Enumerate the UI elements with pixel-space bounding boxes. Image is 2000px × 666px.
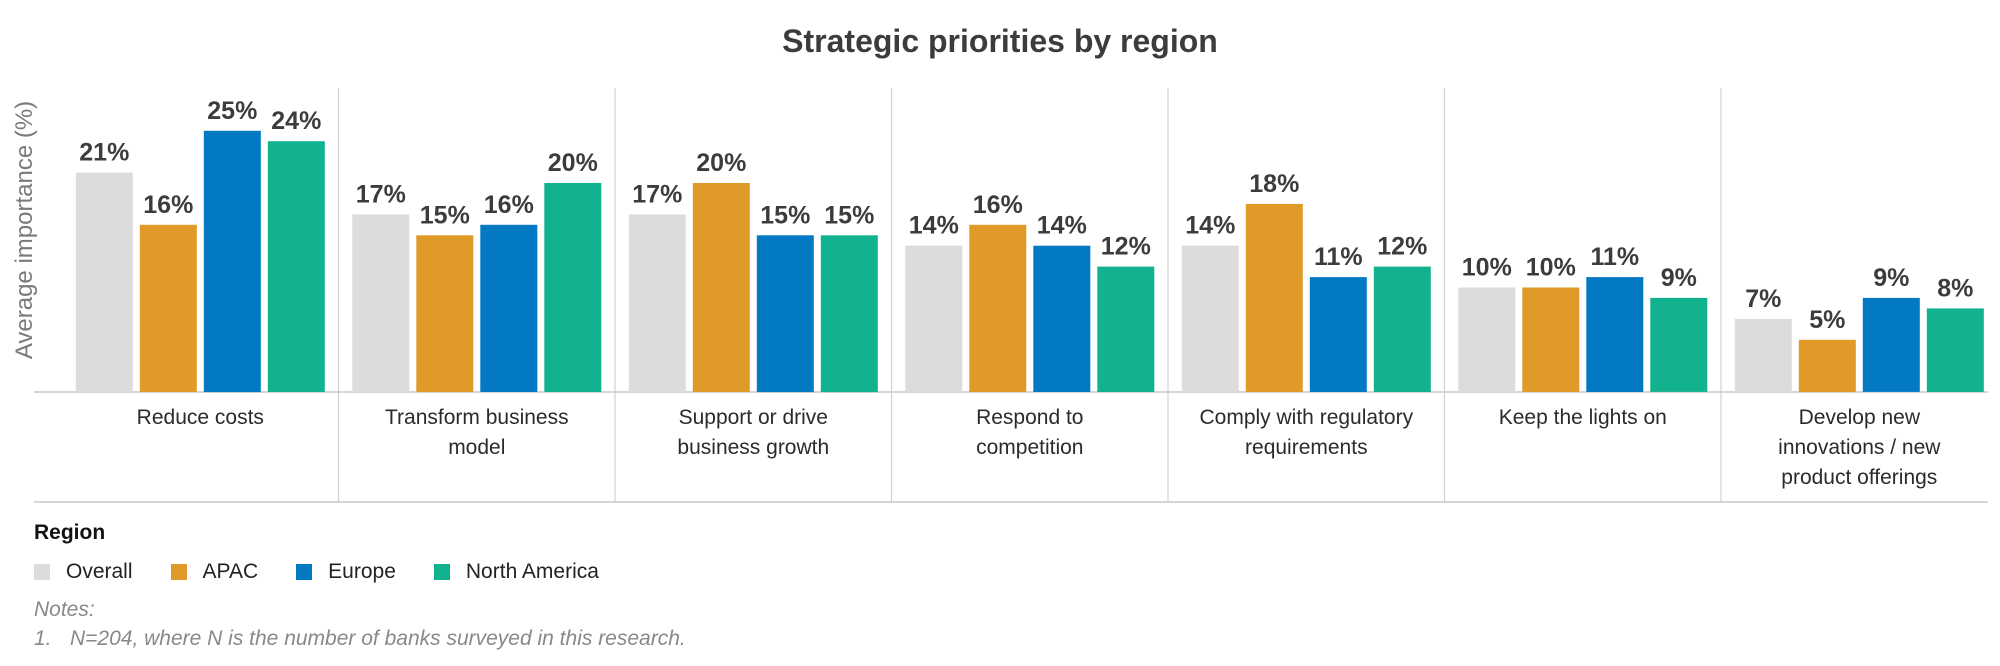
value-label: 15% xyxy=(760,201,810,229)
bar-overall xyxy=(1734,318,1792,392)
bar-europe xyxy=(203,130,261,393)
category-label: Reduce costs xyxy=(137,406,264,429)
legend-label: Overall xyxy=(66,560,133,583)
value-label: 17% xyxy=(632,180,682,208)
bar-apac xyxy=(969,224,1027,392)
legend-swatch xyxy=(170,564,187,580)
note-item: 1. N=204, where N is the number of banks … xyxy=(34,627,686,651)
legend-title: Region xyxy=(34,521,106,544)
value-label: 15% xyxy=(420,201,470,229)
legend-swatch xyxy=(433,564,450,580)
notes-label: Notes: xyxy=(34,598,95,621)
y-axis-label: Average importance (%) xyxy=(11,101,38,359)
value-labels-layer: 21% 16% 25% 24% 17% 15% 16% 20% 17% 20% 15% 15% 14% 1… xyxy=(79,97,1973,334)
value-label: 14% xyxy=(909,212,959,240)
value-label: 10% xyxy=(1462,254,1512,282)
value-label: 24% xyxy=(271,107,321,135)
bars-layer xyxy=(75,130,1984,393)
bar-overall xyxy=(1181,245,1239,392)
value-label: 15% xyxy=(824,201,874,229)
bar-apac xyxy=(1522,287,1580,392)
bar-europe xyxy=(1309,277,1367,392)
value-label: 16% xyxy=(484,191,534,219)
bar-north-america xyxy=(1650,297,1708,392)
value-label: 7% xyxy=(1745,285,1781,313)
bar-apac xyxy=(139,224,197,392)
legend-label: Europe xyxy=(328,560,396,583)
value-label: 25% xyxy=(207,97,257,125)
bar-north-america xyxy=(1926,308,1984,392)
bar-apac xyxy=(416,235,474,393)
value-label: 8% xyxy=(1937,274,1973,302)
value-label: 10% xyxy=(1526,254,1576,282)
value-label: 16% xyxy=(143,191,193,219)
bar-overall xyxy=(905,245,963,392)
category-label: Respond to competition xyxy=(976,406,1083,459)
bar-apac xyxy=(692,183,750,392)
bar-overall xyxy=(1458,287,1516,392)
category-label: Develop new innovations / new product offe… xyxy=(1778,406,1941,489)
legend-item: Overall xyxy=(34,560,133,584)
value-label: 17% xyxy=(356,180,406,208)
chart-title: Strategic priorities by region xyxy=(782,23,1218,59)
bar-europe xyxy=(480,224,538,392)
bar-north-america xyxy=(267,141,325,392)
category-label: Support or drive business growth xyxy=(677,406,829,459)
bar-apac xyxy=(1798,339,1856,393)
bar-europe xyxy=(1586,277,1644,392)
category-label: Transform business model xyxy=(385,406,569,459)
value-label: 21% xyxy=(79,139,129,167)
legend-label: North America xyxy=(465,560,599,583)
bar-overall xyxy=(628,214,686,392)
value-label: 5% xyxy=(1809,306,1845,334)
bar-north-america xyxy=(1373,266,1431,392)
legend-swatch xyxy=(296,564,313,580)
bar-europe xyxy=(1033,245,1091,392)
bar-europe xyxy=(756,235,814,393)
value-label: 9% xyxy=(1661,264,1697,292)
value-label: 14% xyxy=(1037,212,1087,240)
value-label: 16% xyxy=(973,191,1023,219)
bar-overall xyxy=(352,214,410,392)
value-label: 12% xyxy=(1377,233,1427,261)
legend-label: APAC xyxy=(202,560,259,583)
legend-item: Europe xyxy=(296,560,396,584)
category-label: Keep the lights on xyxy=(1499,406,1667,429)
bar-chart: Strategic priorities by region Average i… xyxy=(11,23,1988,503)
bar-europe xyxy=(1862,297,1920,392)
category-label: Comply with regulatory requirements xyxy=(1200,406,1414,459)
value-label: 9% xyxy=(1873,264,1909,292)
legend-swatch xyxy=(34,564,50,580)
category-labels-layer: Reduce costs Transform business model Suppo… xyxy=(137,406,1942,489)
legend: Overall APAC Europe North America xyxy=(34,560,599,584)
bar-north-america xyxy=(1097,266,1155,392)
value-label: 20% xyxy=(548,149,598,177)
value-label: 12% xyxy=(1101,233,1151,261)
bar-north-america xyxy=(820,235,878,393)
note-text: N=204, where N is the number of banks su… xyxy=(70,627,686,650)
value-label: 11% xyxy=(1314,243,1363,271)
legend-item: North America xyxy=(433,560,599,584)
value-label: 14% xyxy=(1185,212,1235,240)
value-label: 11% xyxy=(1590,243,1639,271)
bar-north-america xyxy=(544,183,602,392)
value-label: 20% xyxy=(696,149,746,177)
value-label: 18% xyxy=(1249,170,1299,198)
note-number: 1. xyxy=(34,627,52,650)
group-dividers xyxy=(337,88,1722,502)
bar-apac xyxy=(1245,203,1303,392)
legend-item: APAC xyxy=(170,560,259,584)
bar-overall xyxy=(75,172,133,392)
